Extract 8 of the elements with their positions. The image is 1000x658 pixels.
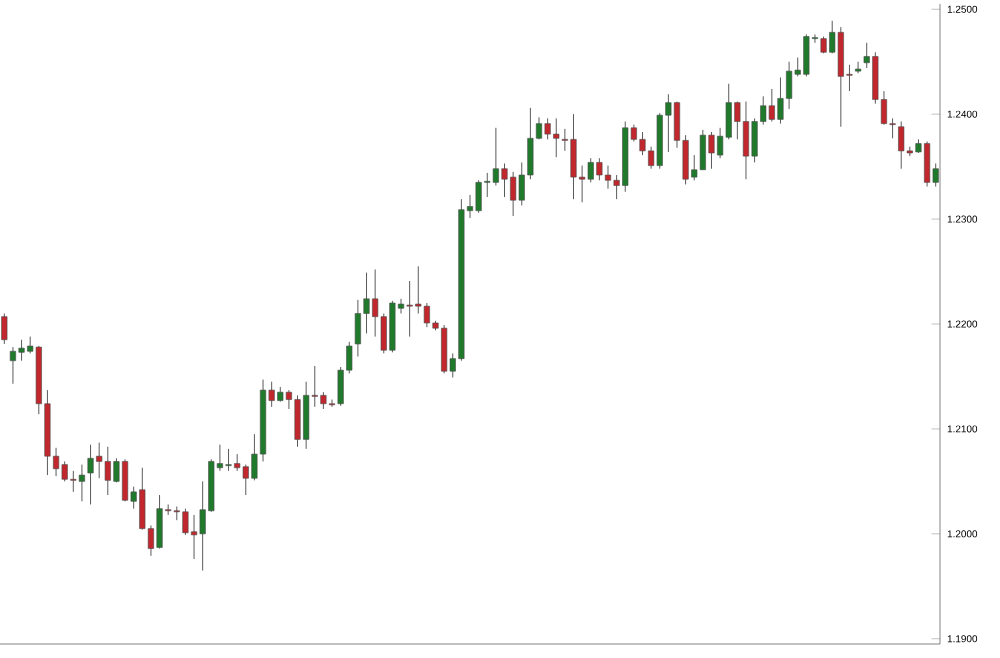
candlestick	[190, 514, 198, 560]
candlestick	[78, 464, 85, 502]
candlestick	[742, 101, 750, 180]
candlestick	[604, 165, 612, 190]
candlestick	[898, 121, 905, 170]
candlestick	[1, 313, 8, 345]
candlestick	[121, 458, 129, 502]
candlestick	[855, 61, 862, 74]
